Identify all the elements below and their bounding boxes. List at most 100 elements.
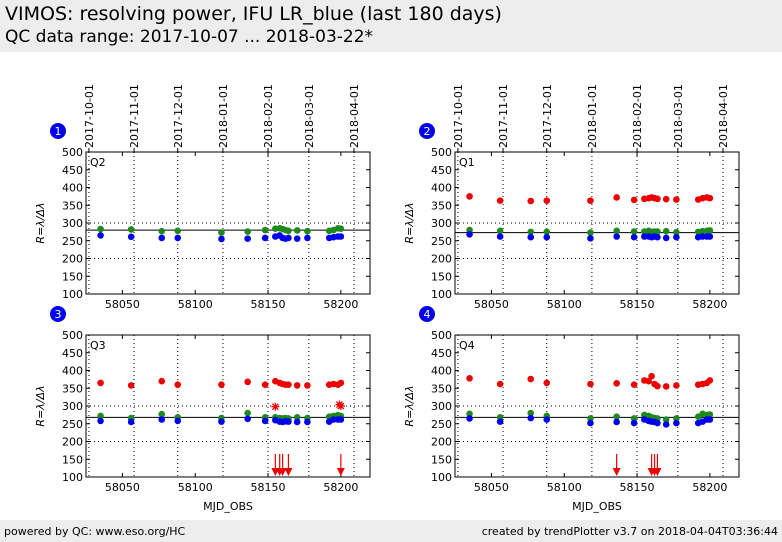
y-tick-label: 400 — [62, 182, 83, 195]
x-tick-label: 58200 — [323, 481, 358, 494]
data-point-green — [174, 227, 182, 235]
axes-frame — [454, 334, 740, 478]
data-point-blue — [466, 415, 473, 422]
data-point-red — [285, 381, 292, 389]
y-tick-label: 200 — [431, 253, 452, 266]
data-point-green — [127, 226, 135, 233]
data-point-red — [218, 381, 225, 389]
data-point-green — [293, 414, 301, 421]
data-point-green — [97, 225, 104, 233]
x-tick-label: 58050 — [474, 481, 509, 494]
data-point-red — [654, 382, 661, 390]
data-point-blue — [466, 231, 473, 238]
data-point-blue — [261, 417, 269, 425]
data-point-green — [218, 229, 225, 236]
quadrant-label: Q1 — [459, 156, 475, 169]
outlier-star — [336, 402, 345, 410]
y-tick-label: 500 — [431, 146, 452, 159]
data-point-red — [496, 197, 504, 204]
y-tick-label: 200 — [62, 253, 83, 266]
data-point-green — [543, 228, 551, 236]
date-tick-label: 2018-04-01 — [348, 84, 361, 148]
data-point-red — [97, 379, 104, 387]
data-point-green — [158, 410, 166, 418]
x-axis-label: MJD_OBS — [203, 500, 253, 513]
x-tick-label: 58200 — [692, 298, 727, 311]
data-point-blue — [673, 233, 680, 241]
star-stroke — [337, 402, 345, 410]
data-point-green — [673, 228, 680, 236]
data-point-blue — [673, 419, 680, 427]
y-tick-label: 300 — [62, 217, 83, 230]
y-tick-label: 250 — [62, 235, 83, 248]
data-point-red — [645, 377, 653, 385]
panel-badge — [419, 123, 435, 139]
chart-area: 100 150 200 250 300 350 400 450 500 58050 58100 581… — [34, 84, 740, 513]
arrow-head — [653, 468, 662, 476]
data-point-blue — [158, 416, 166, 423]
arrow-head — [612, 468, 621, 476]
below-range-arrow — [284, 454, 293, 476]
y-tick-label: 350 — [431, 199, 452, 212]
y-tick-label: 350 — [431, 382, 452, 395]
data-point-blue — [337, 416, 345, 423]
y-tick-label: 300 — [431, 217, 452, 230]
axes-frame — [85, 151, 371, 295]
data-point-blue — [630, 233, 638, 241]
y-tick-label: 450 — [431, 164, 452, 177]
data-point-blue — [630, 419, 638, 427]
data-point-green — [662, 227, 670, 235]
date-tick-label: 2017-10-01 — [452, 84, 465, 148]
panel-badge-number: 2 — [424, 125, 431, 138]
footer-created-by: created by trendPlotter v3.7 on 2018-04-… — [481, 525, 778, 538]
y-tick-label: 500 — [62, 329, 83, 342]
data-point-red — [673, 382, 680, 389]
x-tick-label: 58100 — [547, 481, 582, 494]
data-point-green — [654, 228, 661, 235]
report-subtitle: QC data range: 2017-10-07 ... 2018-03-22… — [5, 27, 374, 47]
data-point-red — [587, 197, 594, 204]
data-point-blue — [587, 419, 594, 427]
data-point-green — [673, 415, 680, 422]
data-point-green — [613, 413, 620, 420]
y-tick-label: 400 — [62, 365, 83, 378]
y-tick-label: 300 — [62, 400, 83, 413]
data-point-green — [630, 228, 638, 235]
data-point-blue — [662, 234, 670, 242]
data-point-red — [613, 194, 620, 201]
y-tick-label: 150 — [431, 270, 452, 283]
data-point-green — [97, 412, 104, 420]
data-point-green — [244, 228, 251, 235]
panel-1: 100 150 200 250 300 350 400 450 500 58050 58100 581… — [34, 84, 371, 311]
data-point-green — [466, 410, 473, 418]
below-range-arrow — [278, 454, 287, 476]
x-tick-label: 58150 — [251, 481, 286, 494]
data-point-red — [630, 381, 638, 389]
arrow-head — [336, 468, 345, 476]
panel-badge-number: 1 — [55, 125, 62, 138]
below-range-arrow — [653, 454, 662, 476]
data-point-red — [527, 197, 535, 205]
data-point-red — [613, 379, 620, 387]
data-point-blue — [97, 232, 104, 239]
data-point-red — [466, 375, 473, 382]
data-point-blue — [496, 233, 504, 240]
data-point-blue — [158, 234, 166, 242]
x-tick-label: 58150 — [620, 298, 655, 311]
y-axis-label: R=λ/Δλ — [403, 385, 416, 426]
arrow-head — [284, 468, 293, 476]
data-point-green — [587, 415, 594, 422]
x-tick-label: 58200 — [323, 298, 358, 311]
y-tick-label: 300 — [431, 400, 452, 413]
y-tick-label: 400 — [431, 365, 452, 378]
panel-badge-number: 3 — [55, 308, 62, 321]
data-point-blue — [244, 235, 251, 242]
data-point-red — [543, 197, 551, 204]
data-point-red — [673, 196, 680, 203]
y-tick-label: 350 — [62, 199, 83, 212]
data-point-red — [261, 381, 269, 389]
data-point-green — [527, 409, 535, 417]
x-axis-label: MJD_OBS — [572, 500, 622, 513]
data-point-green — [706, 227, 714, 234]
data-point-red — [158, 377, 166, 385]
